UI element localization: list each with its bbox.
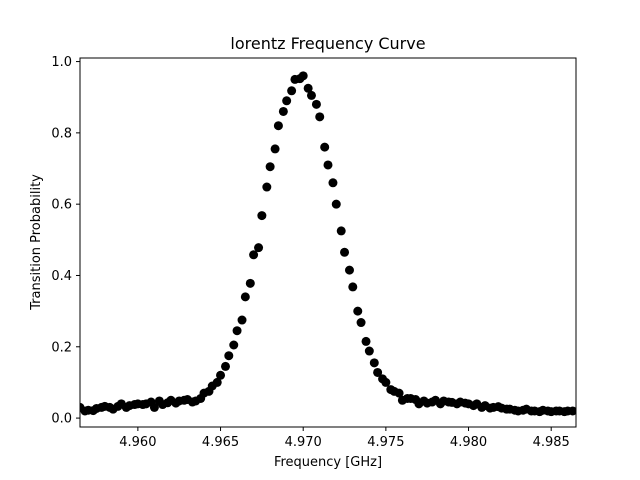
data-point (249, 250, 259, 260)
data-point (394, 388, 404, 398)
data-point (270, 144, 280, 154)
y-tick-label: 0.0 (51, 412, 72, 427)
y-tick-label: 0.4 (51, 269, 72, 284)
data-point (336, 226, 346, 236)
data-point (265, 162, 275, 172)
data-point (320, 142, 330, 152)
data-point (212, 377, 222, 387)
data-point (381, 377, 391, 387)
data-point (237, 315, 247, 325)
ticks-layer: 4.960 4.965 4.970 4.975 4.980 4.985 0.0 0.2 0.4 0… (51, 55, 569, 450)
data-point (353, 306, 363, 316)
x-axis-title: Frequency [GHz] (274, 455, 382, 470)
data-point (303, 83, 313, 93)
data-point (216, 370, 226, 380)
y-tick-label: 0.2 (51, 340, 72, 355)
data-point (232, 326, 242, 336)
data-point (282, 96, 292, 106)
chart-title: lorentz Frequency Curve (230, 34, 425, 53)
plot-frame (79, 57, 577, 428)
y-tick-label: 0.8 (51, 126, 72, 141)
data-point (373, 367, 383, 377)
data-point (273, 121, 283, 131)
data-point (240, 292, 250, 302)
data-point (568, 406, 576, 416)
data-point (364, 346, 374, 356)
data-point (278, 106, 288, 116)
y-tick-label: 1.0 (51, 55, 72, 70)
x-tick-label: 4.965 (202, 435, 239, 450)
data-point (315, 112, 325, 122)
data-point (323, 160, 333, 170)
data-point (348, 282, 358, 292)
data-point (262, 182, 272, 192)
data-point (257, 211, 267, 221)
data-point (229, 340, 239, 350)
data-point (361, 336, 371, 346)
data-point (356, 318, 366, 328)
x-tick-label: 4.985 (533, 435, 570, 450)
y-tick-label: 0.6 (51, 198, 72, 213)
data-point (340, 247, 350, 257)
data-point (287, 86, 297, 96)
data-point (311, 99, 321, 109)
x-tick-label: 4.960 (119, 435, 156, 450)
points-layer (80, 71, 576, 417)
data-point (220, 361, 230, 371)
data-point (331, 199, 341, 209)
data-point (369, 358, 379, 368)
x-tick-label: 4.970 (285, 435, 322, 450)
data-point (224, 351, 234, 361)
data-point (344, 265, 354, 275)
data-point (245, 278, 255, 288)
data-point (149, 402, 159, 412)
x-tick-label: 4.980 (450, 435, 487, 450)
x-tick-label: 4.975 (367, 435, 404, 450)
y-axis-title: Transition Probability (29, 174, 44, 311)
data-point (306, 90, 316, 100)
data-point (254, 243, 264, 253)
data-point (298, 71, 308, 81)
data-point (328, 178, 338, 188)
